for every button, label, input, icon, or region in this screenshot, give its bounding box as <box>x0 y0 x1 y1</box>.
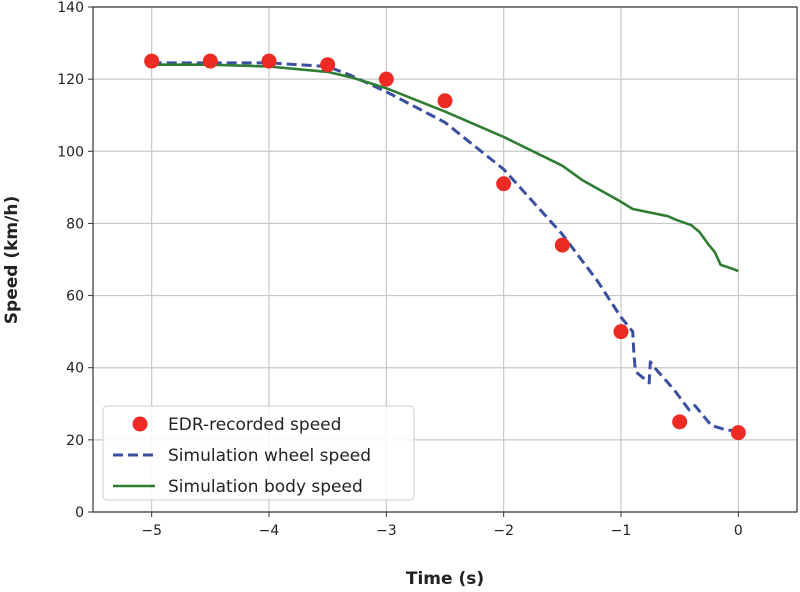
legend-box <box>102 405 415 501</box>
legend-label: Simulation wheel speed <box>168 446 371 466</box>
series-layer <box>144 53 746 441</box>
edr-point <box>496 176 512 192</box>
y-tick-label: 20 <box>66 433 84 449</box>
y-axis-label: Speed (km/h) <box>2 196 22 324</box>
x-axis-label: Time (s) <box>406 569 484 588</box>
body-speed-line <box>151 63 739 273</box>
x-tick-label: 0 <box>734 523 743 539</box>
legend: EDR-recorded speed Simulation wheel speed… <box>102 405 415 501</box>
y-tick-label: 60 <box>66 289 84 305</box>
edr-point <box>437 93 453 109</box>
x-tick-label: −2 <box>493 523 514 539</box>
x-tick-label: −1 <box>611 523 632 539</box>
y-tick-label: 80 <box>66 216 84 232</box>
x-tick-label: −5 <box>141 523 162 539</box>
x-tick-label: −3 <box>376 523 397 539</box>
legend-marker-edr <box>132 416 148 432</box>
edr-point <box>320 57 336 73</box>
edr-point <box>261 53 277 69</box>
x-tick-label: −4 <box>259 523 280 539</box>
ticks: −5 −4 −3 −2 −1 0 0 20 40 60 80 100 120 140 <box>57 0 743 539</box>
y-tick-label: 0 <box>75 505 84 521</box>
legend-label: EDR-recorded speed <box>168 415 341 435</box>
legend-label: Simulation body speed <box>168 477 363 497</box>
plot-frame <box>92 6 798 513</box>
edr-point <box>378 71 394 87</box>
y-tick-label: 140 <box>57 0 84 16</box>
y-tick-label: 120 <box>57 72 84 88</box>
edr-point <box>202 53 218 69</box>
y-tick-label: 40 <box>66 361 84 377</box>
edr-point <box>613 324 629 340</box>
edr-point <box>730 425 746 441</box>
y-tick-label: 100 <box>57 144 84 160</box>
edr-point <box>144 53 160 69</box>
edr-point <box>672 414 688 430</box>
wheel-speed-line <box>151 61 739 433</box>
edr-point <box>554 237 570 253</box>
